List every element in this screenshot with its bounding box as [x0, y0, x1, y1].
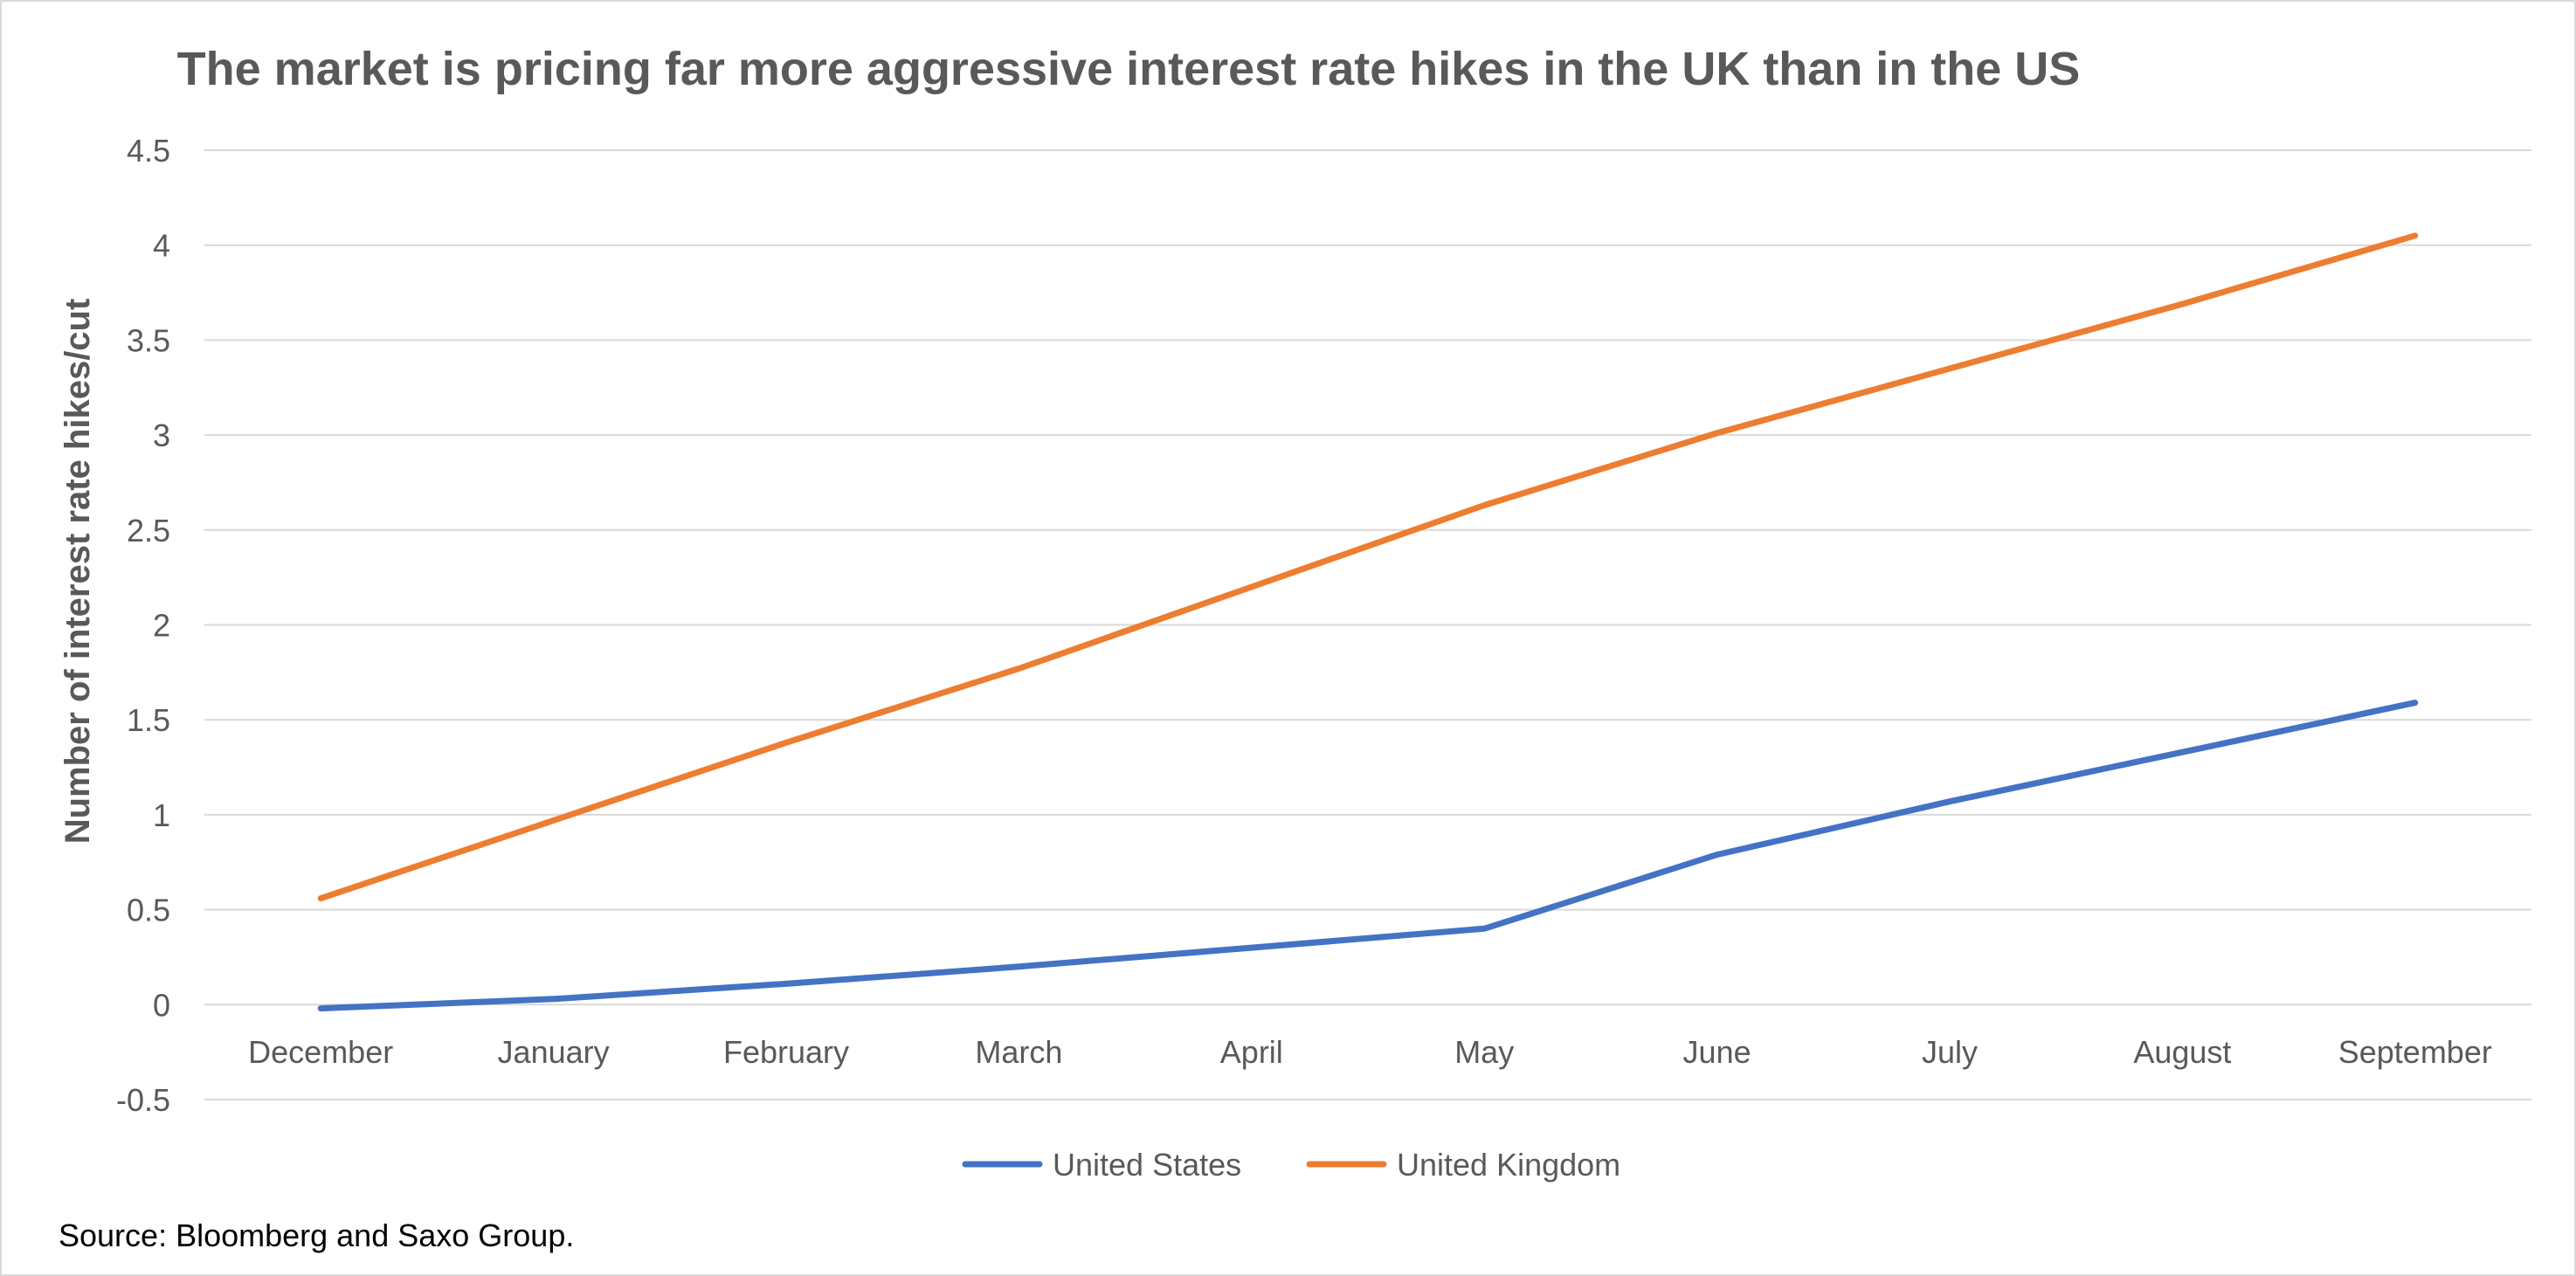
x-tick-label: July — [1922, 1034, 1978, 1070]
y-tick-labels: -0.5 0 0.5 1 1.5 2 2.5 3 3.5 4 4.5 — [116, 133, 170, 1118]
x-tick-label: April — [1220, 1034, 1283, 1070]
y-tick-label: 0.5 — [127, 893, 170, 928]
x-tick-label: February — [723, 1034, 849, 1070]
y-tick-label: 1.5 — [127, 702, 170, 738]
legend-label: United States — [1053, 1147, 1241, 1183]
chart-title: The market is pricing far more aggressiv… — [177, 43, 2081, 95]
legend-label: United Kingdom — [1397, 1147, 1620, 1183]
y-tick-label: 2.5 — [127, 513, 170, 548]
y-tick-label: 4 — [153, 228, 170, 264]
y-tick-label: 2 — [153, 608, 170, 644]
y-tick-label: 3.5 — [127, 322, 170, 358]
x-tick-label: June — [1683, 1034, 1751, 1070]
legend: United States United Kingdom — [962, 1147, 1620, 1183]
x-tick-label: March — [975, 1034, 1062, 1070]
gridlines — [204, 149, 2531, 1100]
x-tick-label: May — [1454, 1034, 1514, 1070]
series-lines — [317, 232, 2419, 1012]
series-line-united-states — [317, 700, 2419, 1012]
source-note: Source: Bloomberg and Saxo Group. — [59, 1217, 574, 1253]
x-tick-label: August — [2133, 1034, 2231, 1070]
x-tick-label: September — [2338, 1034, 2492, 1070]
y-tick-label: 1 — [153, 797, 170, 833]
y-tick-label: 4.5 — [127, 133, 170, 169]
series-line-united-kingdom — [317, 232, 2419, 902]
y-tick-label: 0 — [153, 987, 170, 1023]
x-tick-label: December — [248, 1034, 393, 1070]
y-tick-label: -0.5 — [116, 1082, 170, 1118]
y-tick-label: 3 — [153, 417, 170, 453]
x-tick-labels: December January February March April May June… — [248, 1034, 2492, 1070]
y-axis-label: Number of interest rate hikes/cut — [59, 299, 97, 845]
x-tick-label: January — [498, 1034, 610, 1070]
